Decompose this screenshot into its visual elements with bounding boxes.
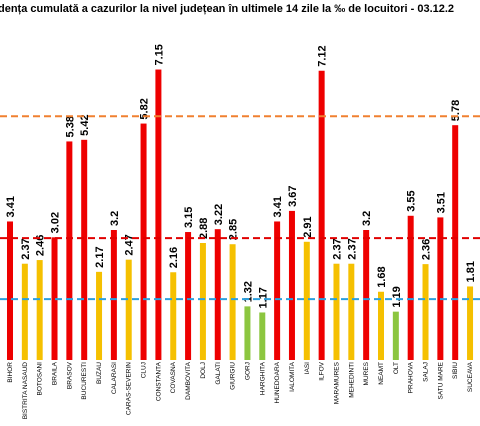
value-label: 3.55 — [406, 190, 418, 211]
bar — [452, 125, 459, 360]
bar — [21, 263, 28, 360]
x-tick-label: BRAILA — [52, 361, 59, 385]
bar — [110, 230, 117, 360]
x-tick-label: DAMBOVITA — [185, 361, 192, 399]
bar — [467, 286, 474, 360]
x-tick-label: GIURGIU — [230, 362, 237, 390]
value-label: 3.67 — [287, 185, 299, 206]
bar — [407, 215, 414, 360]
value-label: 1.68 — [376, 266, 388, 287]
bar — [125, 259, 132, 360]
x-tick-label: BUZAU — [96, 362, 103, 384]
x-tick-label: CLUJ — [141, 362, 148, 378]
bar — [259, 312, 266, 360]
value-label: 3.41 — [5, 196, 17, 217]
x-tick-label: IASI — [304, 362, 311, 374]
value-label: 7.12 — [317, 45, 329, 66]
x-tick-label: CALARASI — [111, 362, 118, 394]
bar — [185, 232, 192, 360]
x-tick-label: NEAMT — [378, 362, 385, 385]
x-tick-label: HARGHITA — [259, 361, 266, 395]
value-label: 2.37 — [331, 238, 343, 259]
value-label: 2.16 — [168, 247, 180, 268]
x-tick-label: BUCURESTI — [81, 362, 88, 400]
bar — [348, 263, 355, 360]
x-tick-label: GALATI — [215, 362, 222, 385]
value-label: 3.02 — [50, 212, 62, 233]
x-tick-label: BIHOR — [7, 362, 14, 383]
bar — [155, 69, 162, 360]
x-tick-label: SATU MARE — [437, 361, 444, 399]
bar — [288, 210, 295, 360]
value-label: 2.46 — [35, 235, 47, 256]
x-tick-label: DOLJ — [200, 362, 207, 379]
bar — [36, 260, 43, 360]
bar — [363, 230, 370, 360]
bar — [333, 263, 340, 360]
value-label: 7.15 — [153, 44, 165, 65]
x-tick-label: GORJ — [244, 362, 251, 380]
x-tick-label: SIBIU — [452, 362, 459, 379]
bar — [274, 221, 281, 360]
value-label: 2.88 — [198, 218, 210, 239]
x-tick-label: CONSTANTA — [155, 361, 162, 401]
x-tick-label: PRAHOVA — [408, 361, 415, 393]
bar — [229, 244, 236, 360]
bar — [214, 229, 221, 360]
x-tick-label: COVASNA — [170, 361, 177, 393]
x-tick-label: BOTOSANI — [37, 362, 44, 396]
value-label: 5.38 — [64, 116, 76, 137]
x-tick-label: IALOMITA — [289, 361, 296, 392]
x-tick-label: SUCEAVA — [467, 361, 474, 392]
bar — [244, 306, 251, 360]
value-label: 1.19 — [391, 286, 403, 307]
x-tick-label: MARAMURES — [333, 361, 340, 404]
value-label: 1.17 — [257, 287, 269, 308]
bar — [437, 217, 444, 360]
value-label: 5.42 — [79, 114, 91, 135]
x-tick-label: OLT — [393, 362, 400, 374]
bar — [422, 264, 429, 360]
value-label: 1.81 — [465, 261, 477, 282]
value-label: 2.37 — [346, 238, 358, 259]
bar — [51, 237, 58, 360]
value-label: 3.2 — [109, 211, 121, 226]
bar — [140, 123, 147, 360]
bar — [81, 139, 88, 360]
x-tick-label: BRASOV — [66, 361, 73, 389]
x-tick-label: SALAJ — [423, 362, 430, 382]
x-tick-label: ILFOV — [319, 361, 326, 380]
value-label: 3.22 — [213, 204, 225, 225]
bar — [199, 243, 206, 360]
value-label: 2.47 — [124, 234, 136, 255]
value-label: 2.85 — [228, 219, 240, 240]
value-label: 3.51 — [435, 192, 447, 213]
value-label: 5.78 — [450, 100, 462, 121]
x-tick-label: CARAS-SEVERIN — [126, 362, 133, 415]
value-label: 1.32 — [242, 281, 254, 302]
x-tick-label: BISTRITA NASAUD — [22, 362, 29, 420]
value-label: 2.36 — [421, 239, 433, 260]
bar — [378, 291, 384, 360]
value-label: 2.37 — [20, 238, 32, 259]
bar — [170, 272, 177, 360]
bar — [392, 311, 399, 360]
chart-title: dența cumulată a cazurilor la nivel jude… — [0, 3, 454, 15]
bar — [7, 221, 13, 360]
bar — [96, 271, 103, 360]
x-tick-label: HUNEDOARA — [274, 361, 281, 403]
bar — [318, 70, 325, 360]
value-label: 3.2 — [361, 211, 373, 226]
value-label: 2.17 — [94, 246, 106, 267]
value-label: 5.82 — [139, 98, 151, 119]
bar — [66, 141, 73, 360]
value-label: 2.91 — [302, 216, 314, 237]
bar — [303, 241, 310, 360]
x-tick-label: MURES — [363, 361, 370, 385]
value-label: 3.41 — [272, 196, 284, 217]
x-tick-label: MEHEDINTI — [348, 362, 355, 398]
value-label: 3.15 — [183, 207, 195, 228]
